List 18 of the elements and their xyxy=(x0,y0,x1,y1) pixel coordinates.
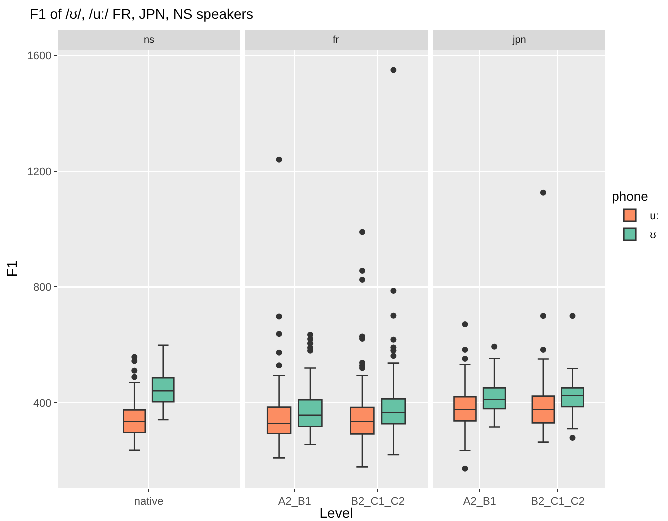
y-axis-title: F1 xyxy=(4,260,20,278)
x-tick-label: A2_B1 xyxy=(463,496,496,508)
x-axis-title: Level xyxy=(320,505,354,521)
chart-subtitle: fr xyxy=(333,35,340,46)
x-tick-label: A2_B1 xyxy=(278,496,312,508)
legend-title: phone xyxy=(612,188,648,204)
chart-title: F1 of /ʊ/, /uː/ FR, JPN, NS speakers xyxy=(30,6,254,22)
x-tick-label: native xyxy=(134,496,164,508)
chart-subtitle: ns xyxy=(144,35,155,46)
y-tick-label: 400 xyxy=(33,398,52,410)
legend-label: uː xyxy=(650,210,660,223)
y-tick-label: 1200 xyxy=(27,166,52,178)
x-tick-label: B2_C1_C2 xyxy=(531,496,586,508)
y-tick-label: 800 xyxy=(33,282,52,294)
legend-label: ʊ xyxy=(650,230,656,242)
x-tick-label: B2_C1_C2 xyxy=(351,496,406,508)
y-tick-label: 1600 xyxy=(27,50,52,63)
chart-subtitle: jpn xyxy=(512,35,526,46)
